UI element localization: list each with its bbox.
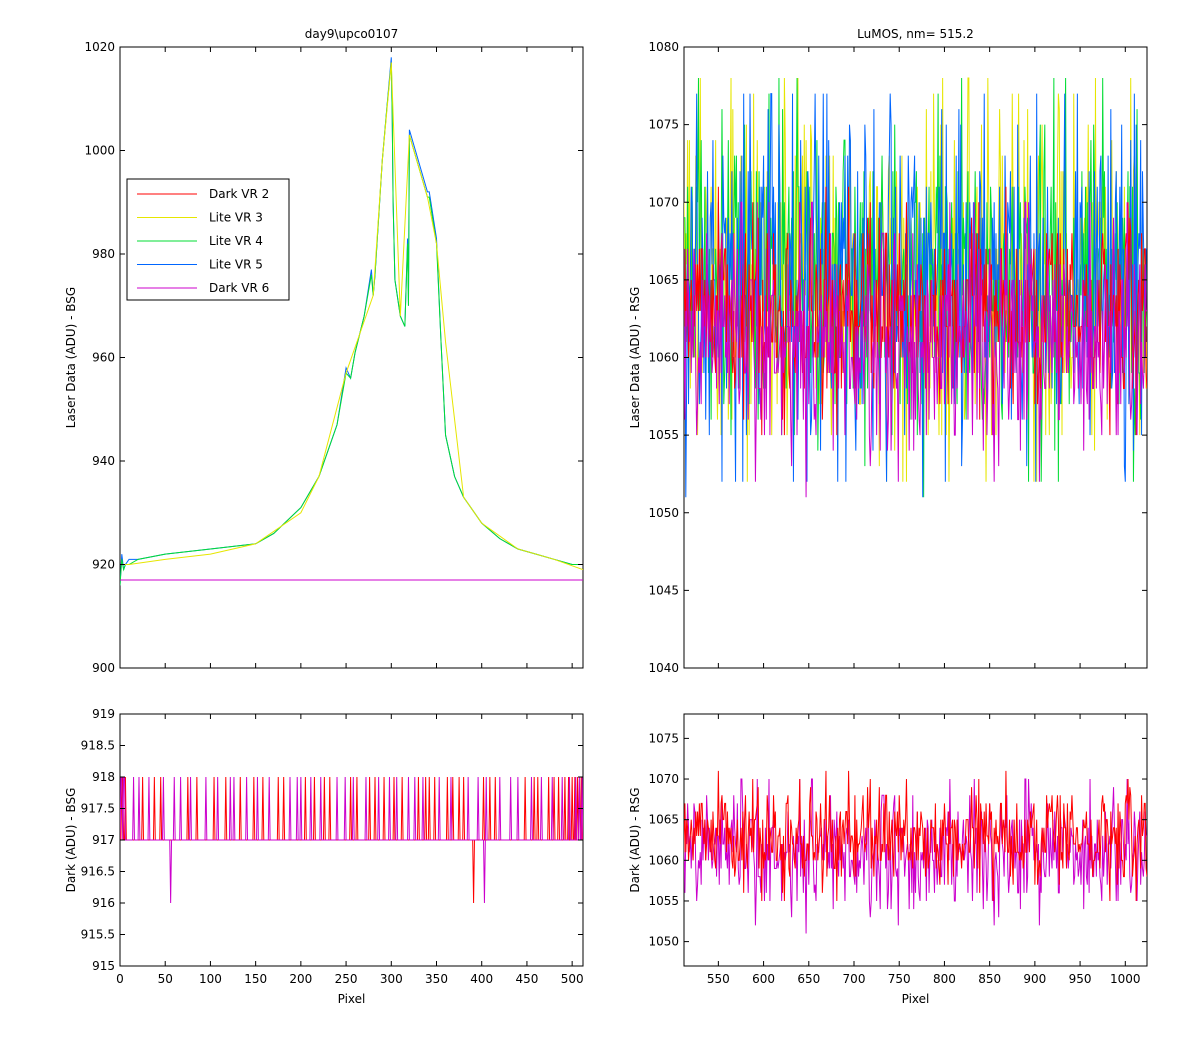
y-tick-label: 918.5 xyxy=(81,739,115,753)
chart-title: LuMOS, nm= 515.2 xyxy=(857,27,974,41)
x-tick-label: 550 xyxy=(707,972,730,986)
x-tick-label: 250 xyxy=(335,972,358,986)
y-tick-label: 1060 xyxy=(648,853,679,867)
x-axis-label: Pixel xyxy=(902,992,930,1006)
legend-label: Lite VR 5 xyxy=(209,258,263,272)
x-tick-label: 500 xyxy=(561,972,584,986)
y-axis-label: Dark (ADU) - BSG xyxy=(64,788,78,893)
y-tick-label: 916.5 xyxy=(81,865,115,879)
y-tick-label: 915 xyxy=(92,959,115,973)
y-tick-label: 1055 xyxy=(648,428,679,442)
y-tick-label: 900 xyxy=(92,661,115,675)
x-tick-label: 650 xyxy=(797,972,820,986)
x-tick-label: 800 xyxy=(933,972,956,986)
y-tick-label: 1050 xyxy=(648,935,679,949)
y-tick-label: 940 xyxy=(92,454,115,468)
x-tick-label: 700 xyxy=(843,972,866,986)
series-group xyxy=(120,57,583,586)
y-tick-label: 960 xyxy=(92,351,115,365)
legend-label: Dark VR 6 xyxy=(209,281,269,295)
y-tick-label: 1045 xyxy=(648,583,679,597)
y-tick-label: 917 xyxy=(92,833,115,847)
x-tick-label: 900 xyxy=(1023,972,1046,986)
y-tick-label: 1040 xyxy=(648,661,679,675)
legend-label: Lite VR 4 xyxy=(209,234,263,248)
legend-label: Lite VR 3 xyxy=(209,211,263,225)
x-tick-label: 450 xyxy=(515,972,538,986)
chart-bl: 915 915.5 916 916.5 917 917.5 918 918.5 919 0 50 10… xyxy=(64,707,584,1006)
chart-tr: 1040 1045 1050 1055 1060 1065 1070 1075 1080 LuMO… xyxy=(628,27,1148,675)
y-tick-label: 916 xyxy=(92,896,115,910)
y-tick-label: 919 xyxy=(92,707,115,721)
chart-tl: 900 920 940 960 980 1000 1020 day9\upco0107 Lase… xyxy=(64,27,584,675)
legend: Dark VR 2 Lite VR 3 Lite VR 4 Lite VR 5 Dark… xyxy=(126,178,290,301)
y-tick-label: 980 xyxy=(92,247,115,261)
series-group xyxy=(684,77,1147,498)
chart-br: 1050 1055 1060 1065 1070 1075 550 600 650 700 750 8… xyxy=(628,713,1148,1006)
series-line-dark-vr-2 xyxy=(684,770,1147,901)
y-axis-label: Laser Data (ADU) - BSG xyxy=(64,287,78,428)
series-line-dark-vr-6 xyxy=(120,776,583,904)
x-tick-label: 100 xyxy=(199,972,222,986)
x-tick-label: 350 xyxy=(425,972,448,986)
y-tick-label: 917.5 xyxy=(81,802,115,816)
x-tick-label: 300 xyxy=(380,972,403,986)
y-tick-label: 1070 xyxy=(648,772,679,786)
x-tick-label: 750 xyxy=(888,972,911,986)
x-tick-label: 0 xyxy=(116,972,124,986)
y-tick-label: 1065 xyxy=(648,273,679,287)
legend-box xyxy=(126,178,290,301)
y-tick-label: 1075 xyxy=(648,118,679,132)
y-tick-label: 1075 xyxy=(648,731,679,745)
x-tick-label: 400 xyxy=(470,972,493,986)
series-group xyxy=(684,770,1147,934)
y-tick-label: 920 xyxy=(92,558,115,572)
y-axis-label: Laser Data (ADU) - RSG xyxy=(628,287,642,429)
y-tick-label: 1020 xyxy=(84,40,115,54)
series-line-dark-vr-6 xyxy=(684,201,1147,498)
x-axis-label: Pixel xyxy=(338,992,366,1006)
x-tick-label: 600 xyxy=(752,972,775,986)
legend-label: Dark VR 2 xyxy=(209,187,269,201)
x-tick-label: 1000 xyxy=(1110,972,1141,986)
y-tick-label: 918 xyxy=(92,770,115,784)
y-tick-label: 915.5 xyxy=(81,928,115,942)
x-tick-label: 850 xyxy=(978,972,1001,986)
series-group xyxy=(120,776,583,904)
y-tick-label: 1065 xyxy=(648,813,679,827)
x-tick-label: 150 xyxy=(244,972,267,986)
x-tick-label: 950 xyxy=(1069,972,1092,986)
chart-title: day9\upco0107 xyxy=(305,27,398,41)
y-tick-label: 1055 xyxy=(648,894,679,908)
y-tick-label: 1070 xyxy=(648,195,679,209)
y-tick-label: 1060 xyxy=(648,351,679,365)
x-tick-label: 50 xyxy=(158,972,173,986)
y-axis-label: Dark (ADU) - RSG xyxy=(628,787,642,892)
y-tick-label: 1050 xyxy=(648,506,679,520)
y-tick-label: 1080 xyxy=(648,40,679,54)
y-tick-label: 1000 xyxy=(84,144,115,158)
x-tick-label: 200 xyxy=(289,972,312,986)
series-line-lite-vr-3 xyxy=(120,62,583,571)
